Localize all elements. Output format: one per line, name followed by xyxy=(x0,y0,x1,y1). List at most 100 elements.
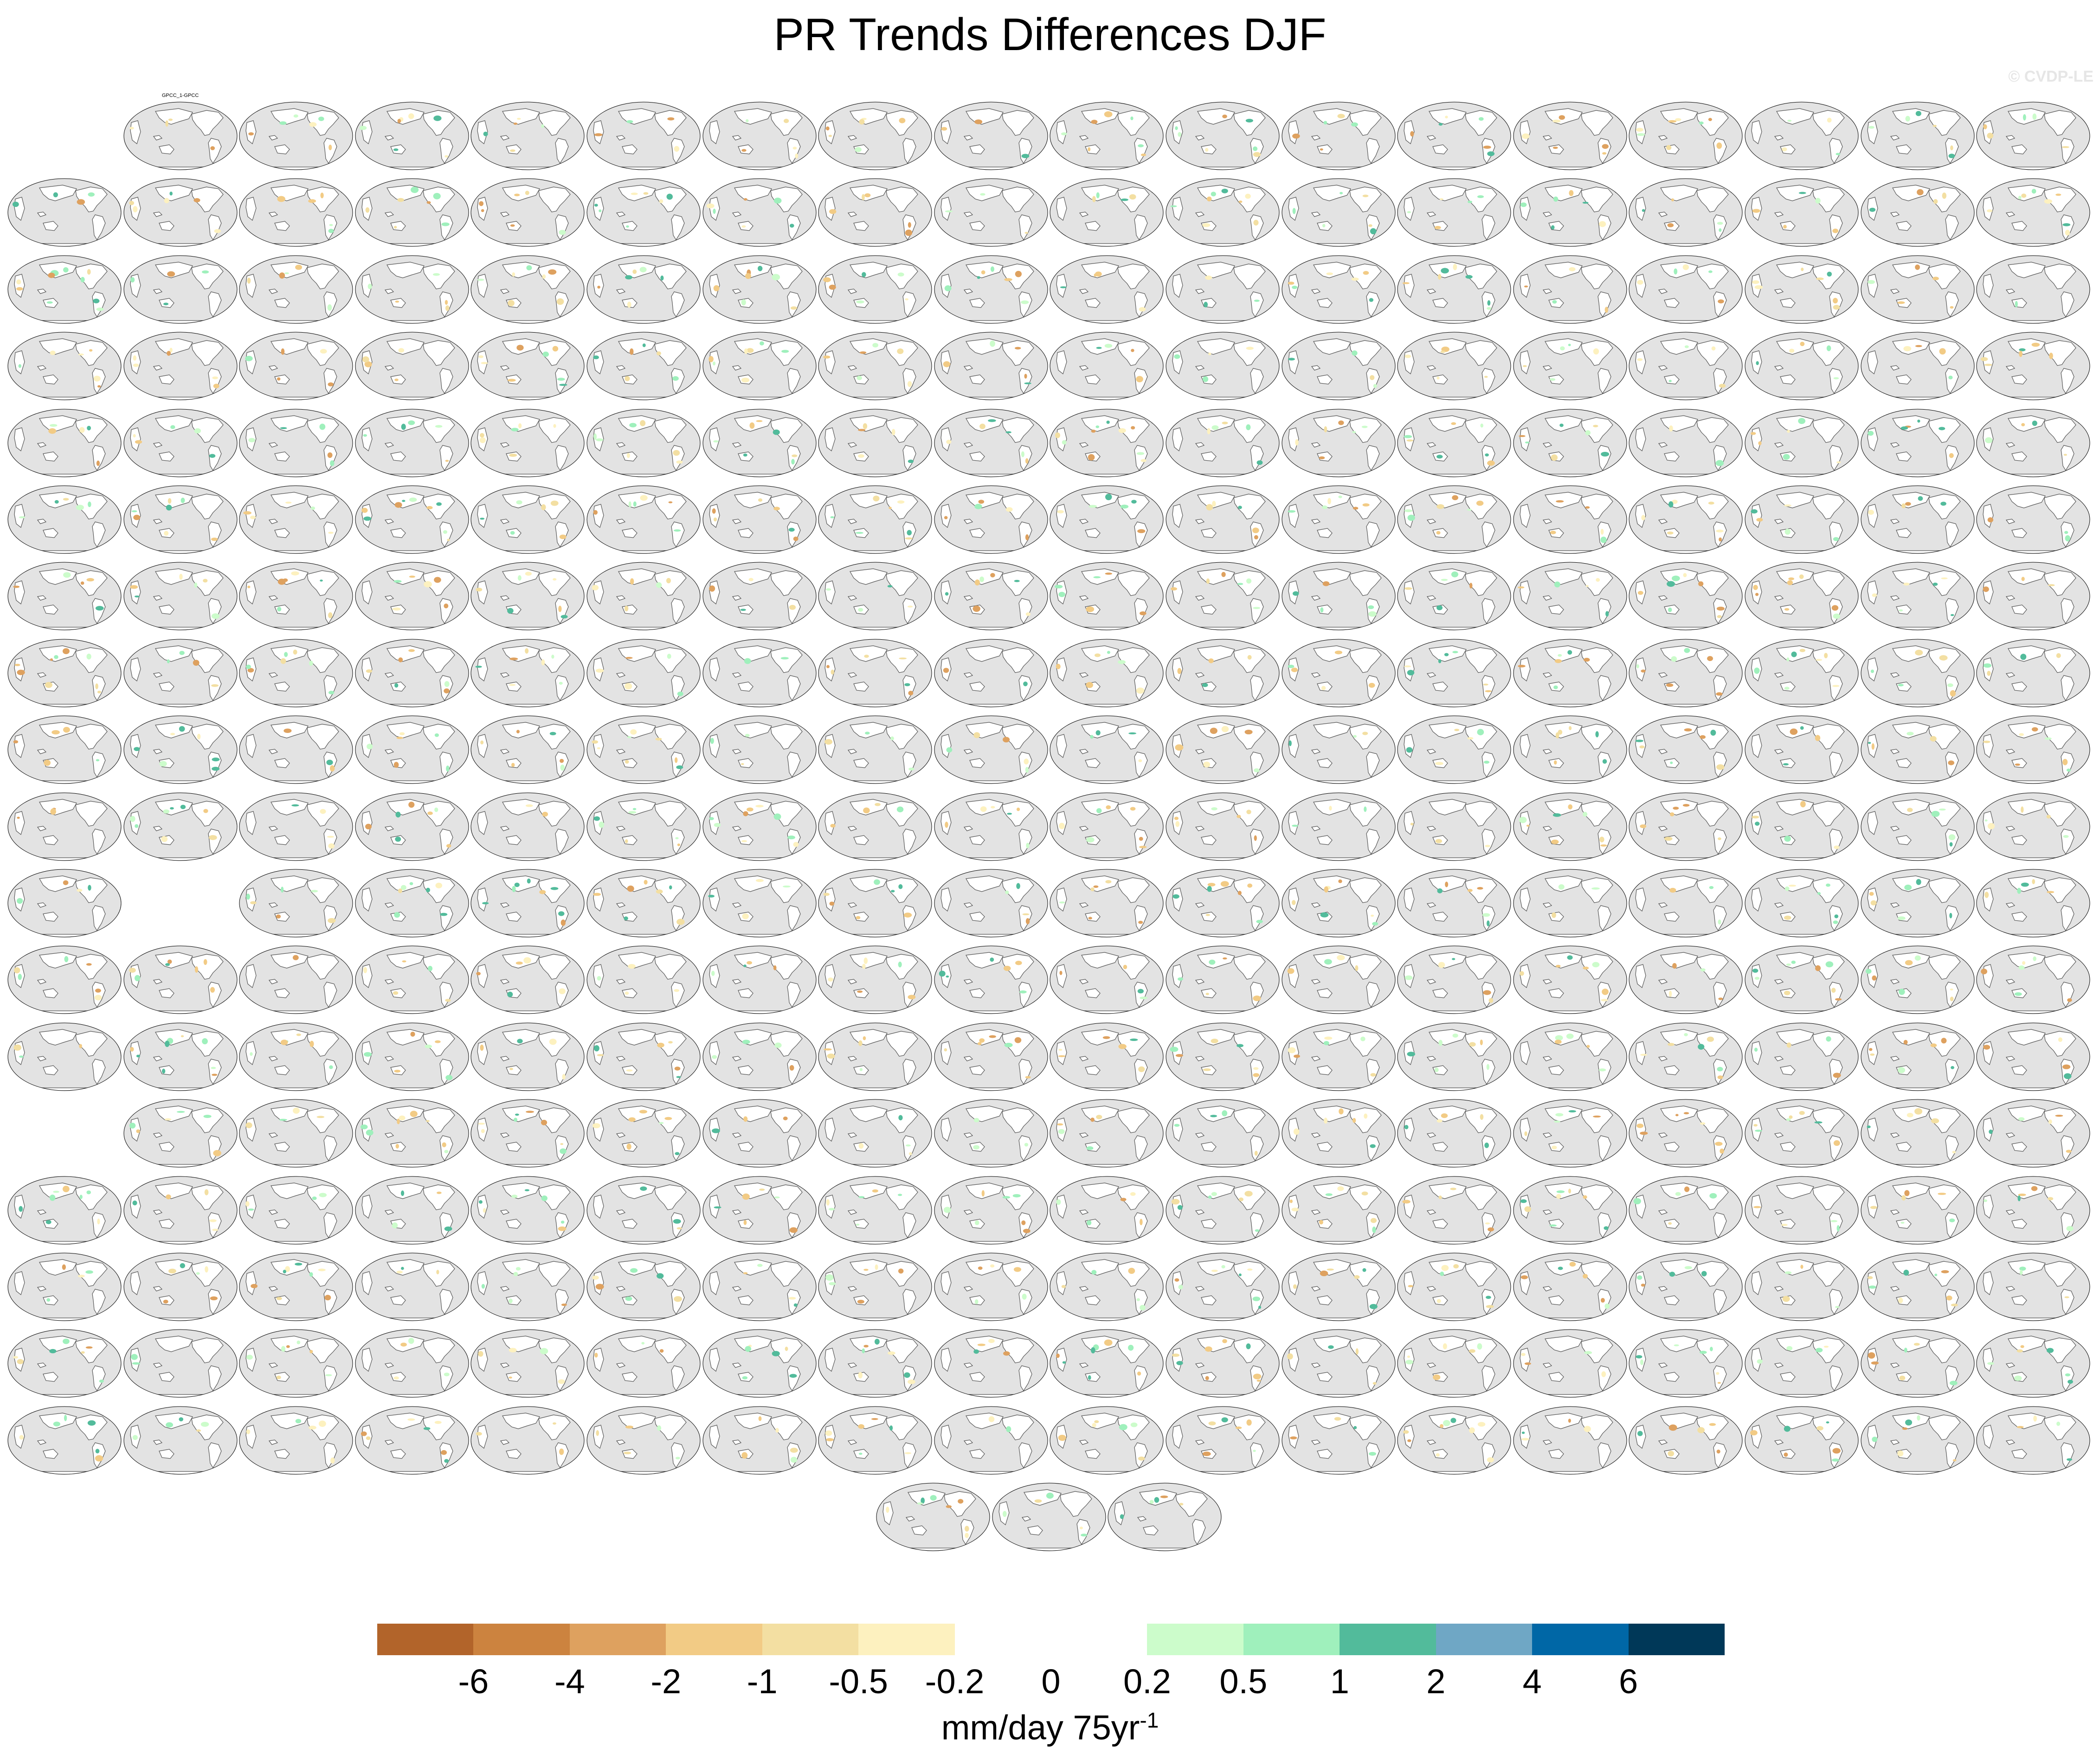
world-map xyxy=(239,945,353,1014)
trend-patch xyxy=(1025,918,1030,925)
world-map xyxy=(1629,1022,1743,1091)
trend-patch xyxy=(541,124,545,128)
map-panel xyxy=(354,322,470,402)
panel-label xyxy=(470,783,585,790)
trend-patch xyxy=(1675,1192,1681,1196)
trend-patch xyxy=(628,810,637,814)
land-mass xyxy=(1427,212,1437,218)
map-panel xyxy=(586,168,701,248)
trend-patch xyxy=(525,572,532,576)
trend-patch xyxy=(1022,913,1030,915)
world-map xyxy=(1397,409,1511,477)
map-panel xyxy=(470,92,585,172)
panel-label xyxy=(470,245,585,253)
world-map xyxy=(123,1176,238,1245)
map-panel xyxy=(1165,1013,1280,1092)
map-panel xyxy=(1860,552,1975,632)
trend-patch xyxy=(1137,452,1145,455)
map-panel xyxy=(1628,245,1743,325)
trend-patch xyxy=(1404,509,1413,513)
trend-patch xyxy=(1983,1045,1990,1050)
trend-patch xyxy=(248,1208,254,1211)
trend-patch xyxy=(558,606,562,612)
trend-patch xyxy=(408,113,414,119)
trend-patch xyxy=(1058,592,1066,598)
trend-patch xyxy=(1784,608,1790,611)
panel-label xyxy=(1744,1013,1859,1020)
trend-patch xyxy=(393,226,397,229)
trend-patch xyxy=(859,119,865,125)
panel-label xyxy=(470,322,585,329)
panel-label xyxy=(1860,399,1975,406)
map-panel xyxy=(1281,245,1396,325)
land-mass xyxy=(1658,135,1668,141)
map-panel xyxy=(1976,245,2091,325)
map-panel xyxy=(7,1243,122,1323)
panel-label xyxy=(7,245,122,253)
world-map xyxy=(934,1099,1048,1168)
panel-label xyxy=(7,706,122,713)
trend-patch xyxy=(363,967,367,974)
trend-patch xyxy=(2063,835,2069,838)
panel-label xyxy=(7,475,122,483)
trend-patch xyxy=(1897,301,1905,304)
panel-label xyxy=(1860,245,1975,253)
panel-label xyxy=(1628,1166,1743,1174)
world-map xyxy=(1397,332,1511,400)
trend-patch xyxy=(1221,726,1229,732)
trend-patch xyxy=(1595,731,1599,738)
panel-label xyxy=(934,629,1049,636)
trend-patch xyxy=(783,1117,788,1121)
land-mass xyxy=(965,185,1004,202)
trend-patch xyxy=(479,1200,483,1204)
world-map xyxy=(1629,409,1743,477)
trend-patch xyxy=(1675,1114,1679,1117)
map-panel xyxy=(470,475,585,555)
map-panel xyxy=(1628,783,1743,862)
land-mass xyxy=(386,262,425,278)
map-panel xyxy=(1165,1166,1280,1246)
trend-patch xyxy=(1246,578,1252,584)
trend-patch xyxy=(398,657,403,662)
trend-patch xyxy=(1485,690,1492,692)
world-map xyxy=(123,332,238,400)
panel-label xyxy=(1165,168,1280,176)
trend-patch xyxy=(328,843,335,848)
trend-patch xyxy=(395,836,401,842)
world-map xyxy=(818,869,932,938)
panel-label xyxy=(818,783,933,790)
trend-patch xyxy=(1716,460,1724,466)
panel-label xyxy=(1165,552,1280,559)
trend-patch xyxy=(446,844,451,848)
world-map xyxy=(1513,945,1627,1014)
map-panel xyxy=(1744,859,1859,939)
panel-label xyxy=(1976,552,2091,559)
map-panel xyxy=(934,552,1049,632)
map-panel xyxy=(238,936,354,1015)
map-panel xyxy=(354,936,470,1015)
trend-patch xyxy=(401,500,406,502)
trend-patch xyxy=(394,683,399,688)
trend-patch xyxy=(445,1075,453,1080)
land-mass xyxy=(1776,108,1814,125)
land-mass xyxy=(965,108,1004,125)
trend-patch xyxy=(447,539,450,541)
land-mass xyxy=(323,368,337,394)
trend-patch xyxy=(1061,132,1068,135)
panel-label xyxy=(1860,629,1975,636)
trend-patch xyxy=(1799,1111,1805,1115)
land-mass xyxy=(307,263,339,289)
trend-patch xyxy=(1088,147,1091,152)
trend-patch xyxy=(1325,1193,1333,1196)
trend-patch xyxy=(1323,1118,1327,1124)
trend-patch xyxy=(1788,577,1794,581)
trend-patch xyxy=(1668,1222,1672,1225)
trend-patch xyxy=(1567,650,1572,655)
trend-patch xyxy=(1454,729,1460,732)
trend-patch xyxy=(1106,805,1111,810)
trend-patch xyxy=(329,690,335,694)
trend-patch xyxy=(212,758,220,762)
trend-patch xyxy=(625,376,630,381)
trend-patch xyxy=(410,1031,415,1037)
trend-patch xyxy=(1566,1033,1574,1039)
